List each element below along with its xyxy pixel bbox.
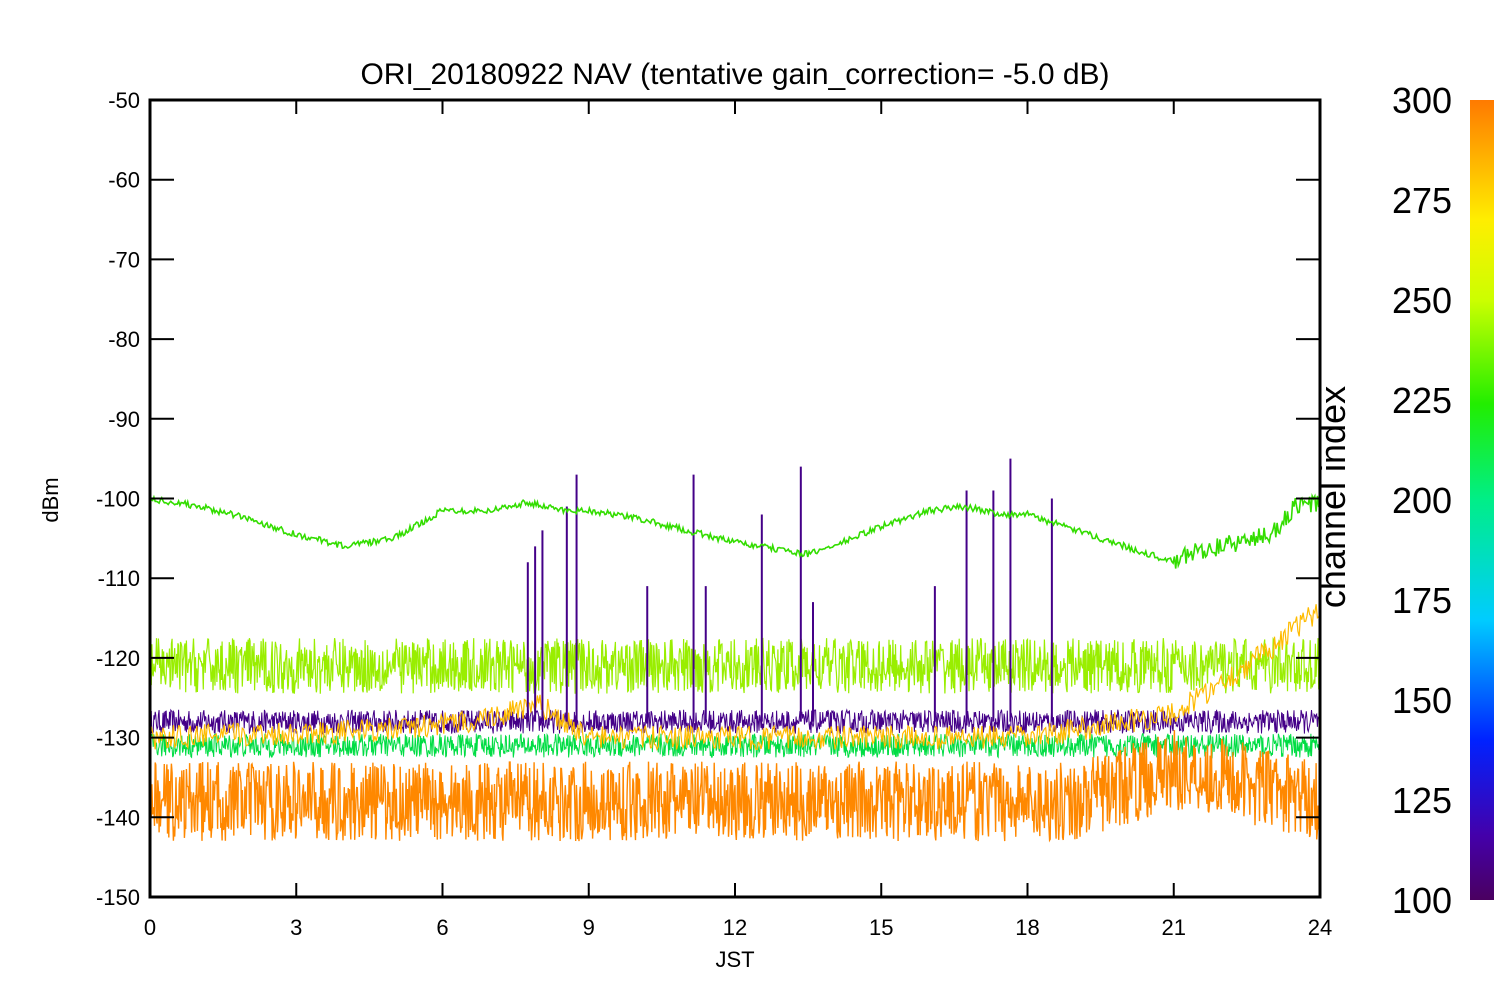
ticks: 0 3 6 9 12 15 18 21 24 -50 -60 -70 -80 -90 -100 -110 -12…	[96, 88, 1332, 940]
y-tick-label: -50	[108, 88, 140, 113]
colorbar-tick-label: 200	[1392, 480, 1452, 521]
series-110-line	[150, 708, 1320, 736]
chart-title: ORI_20180922 NAV (tentative gain_correct…	[360, 58, 1109, 91]
x-tick-label: 3	[290, 915, 302, 940]
x-tick-label: 0	[144, 915, 156, 940]
y-tick-label: -150	[96, 885, 140, 910]
colorbar-ticks: 100 125 150 175 200 225 250 275 300	[1392, 80, 1452, 921]
colorbar-tick-label: 125	[1392, 780, 1452, 821]
y-tick-label: -70	[108, 247, 140, 272]
x-axis-label: JST	[715, 947, 754, 972]
x-tick-label: 21	[1162, 915, 1186, 940]
colorbar-tick-label: 175	[1392, 580, 1452, 621]
data-layer	[150, 458, 1320, 843]
y-tick-label: -60	[108, 168, 140, 193]
colorbar-tick-label: 250	[1392, 280, 1452, 321]
x-tick-label: 6	[436, 915, 448, 940]
colorbar-tick-label: 225	[1392, 380, 1452, 421]
y-tick-label: -140	[96, 805, 140, 830]
colorbar	[1470, 100, 1494, 900]
y-tick-label: -80	[108, 327, 140, 352]
colorbar-tick-label: 100	[1392, 880, 1452, 921]
y-tick-label: -90	[108, 407, 140, 432]
y-tick-label: -110	[98, 566, 140, 591]
series-245-line	[150, 492, 1320, 569]
x-tick-label: 9	[583, 915, 595, 940]
colorbar-tick-label: 150	[1392, 680, 1452, 721]
colorbar-label: channel index	[1312, 386, 1353, 608]
x-tick-label: 24	[1308, 915, 1332, 940]
y-tick-label: -120	[96, 646, 140, 671]
series-280-line	[150, 604, 1320, 752]
y-tick-label: -130	[96, 726, 140, 751]
series-260-line	[150, 636, 1320, 694]
series-290-line	[150, 730, 1320, 843]
colorbar-tick-label: 275	[1392, 180, 1452, 221]
x-tick-label: 12	[723, 915, 747, 940]
y-tick-label: -100	[96, 487, 140, 512]
colorbar-tick-label: 300	[1392, 80, 1452, 121]
y-axis-label: dBm	[38, 477, 63, 522]
x-tick-label: 15	[869, 915, 893, 940]
x-tick-label: 18	[1015, 915, 1039, 940]
